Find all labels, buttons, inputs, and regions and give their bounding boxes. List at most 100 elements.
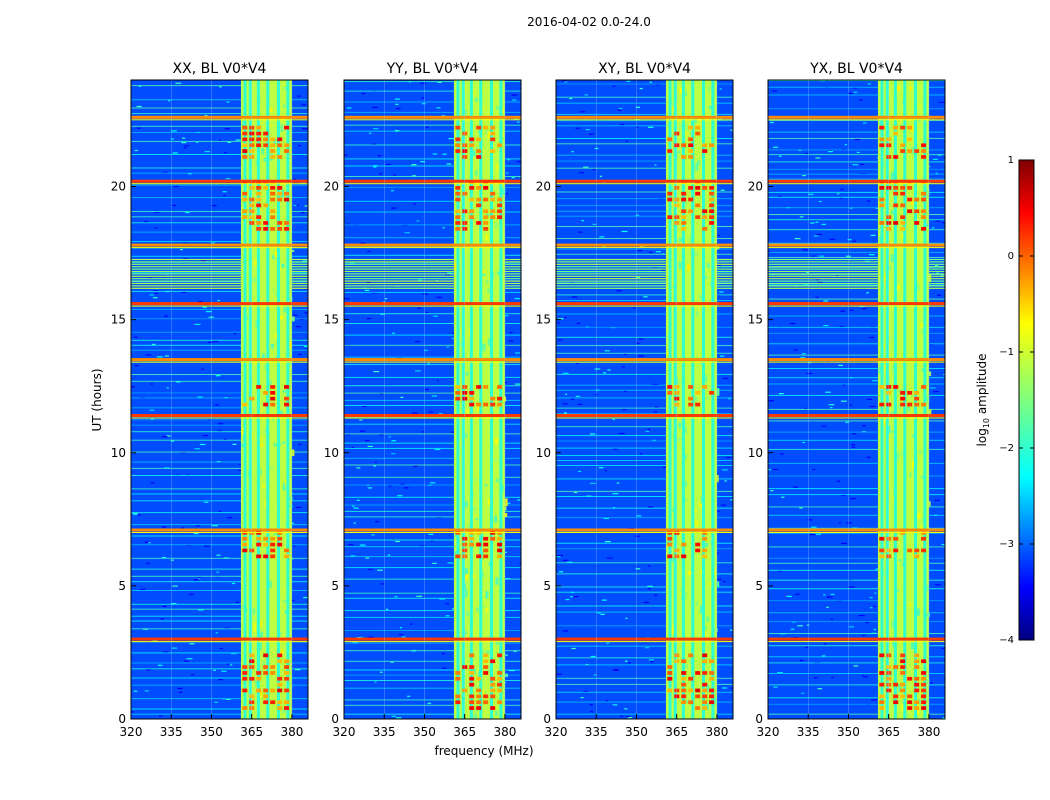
noise-speck bbox=[411, 164, 417, 166]
hot-cell bbox=[709, 676, 715, 681]
noise-speck bbox=[377, 569, 383, 571]
noise-speck bbox=[430, 540, 433, 542]
band-texture bbox=[487, 131, 491, 139]
time-line bbox=[344, 674, 521, 676]
hot-cell bbox=[921, 659, 927, 664]
time-line bbox=[131, 535, 308, 537]
hot-cell bbox=[270, 665, 276, 669]
hot-cell bbox=[702, 209, 708, 214]
noise-speck bbox=[934, 499, 940, 501]
noise-speck bbox=[823, 300, 829, 302]
band-texture bbox=[454, 609, 458, 614]
noise-speck bbox=[721, 504, 726, 506]
hot-cell bbox=[455, 125, 461, 130]
noise-speck bbox=[207, 341, 214, 343]
noise-speck bbox=[431, 395, 437, 397]
noise-speck bbox=[635, 214, 640, 216]
hot-cell bbox=[681, 554, 687, 559]
band-texture bbox=[476, 607, 480, 612]
band-texture bbox=[488, 277, 492, 281]
noise-speck bbox=[442, 153, 447, 155]
noise-speck bbox=[410, 623, 413, 625]
time-line bbox=[344, 457, 521, 459]
hot-cell bbox=[497, 676, 503, 681]
band-texture bbox=[670, 202, 674, 206]
band-texture bbox=[920, 323, 924, 328]
band-texture bbox=[907, 407, 910, 412]
noise-speck bbox=[863, 676, 868, 678]
band-column bbox=[277, 80, 280, 719]
time-line bbox=[768, 562, 945, 564]
time-line bbox=[556, 238, 733, 239]
band-texture bbox=[474, 170, 478, 177]
colorbar-label: log10 amplitude bbox=[975, 354, 991, 447]
band-texture bbox=[472, 150, 476, 157]
band-texture bbox=[706, 263, 710, 268]
noise-speck bbox=[200, 260, 206, 262]
band-texture bbox=[274, 333, 277, 338]
noise-speck bbox=[778, 570, 782, 572]
noise-speck bbox=[819, 200, 822, 203]
noise-speck bbox=[441, 115, 446, 117]
noise-speck bbox=[867, 83, 871, 85]
panel-title: XX, BL V0*V4 bbox=[173, 61, 267, 77]
hot-cell bbox=[483, 125, 489, 130]
noise-speck bbox=[149, 409, 155, 411]
noise-speck bbox=[374, 521, 380, 523]
hot-cell bbox=[914, 700, 920, 705]
hot-cell bbox=[263, 391, 269, 395]
time-line bbox=[768, 621, 945, 623]
band-texture bbox=[463, 110, 467, 115]
hot-cell bbox=[688, 186, 694, 190]
noise-speck bbox=[198, 578, 201, 580]
time-line bbox=[344, 433, 521, 435]
hot-cell bbox=[702, 700, 708, 705]
hot-cell bbox=[914, 402, 920, 407]
time-line bbox=[131, 677, 308, 679]
hot-cell bbox=[455, 396, 461, 401]
noise-speck bbox=[716, 578, 722, 580]
noise-speck bbox=[662, 269, 666, 271]
band-texture bbox=[465, 574, 469, 580]
hot-cell bbox=[702, 186, 708, 190]
time-line bbox=[556, 625, 733, 627]
band-texture bbox=[686, 614, 690, 622]
noise-speck bbox=[619, 715, 624, 717]
time-line bbox=[344, 323, 521, 324]
noise-speck bbox=[844, 144, 847, 146]
hot-cell bbox=[667, 554, 673, 559]
noise-speck bbox=[215, 375, 221, 377]
time-line bbox=[344, 392, 521, 394]
time-line bbox=[768, 207, 945, 209]
hot-cell bbox=[688, 149, 694, 153]
hot-cell bbox=[921, 385, 927, 389]
noise-speck bbox=[153, 290, 159, 292]
dense-rfi-line bbox=[344, 261, 521, 263]
noise-speck bbox=[502, 315, 509, 317]
hot-cell bbox=[263, 221, 269, 225]
hot-cell bbox=[688, 197, 694, 202]
noise-speck bbox=[866, 456, 871, 458]
noise-speck bbox=[300, 318, 304, 320]
hot-cell bbox=[256, 221, 262, 225]
noise-speck bbox=[395, 717, 402, 719]
noise-speck bbox=[172, 204, 177, 206]
hot-cell bbox=[709, 671, 715, 675]
hot-cell bbox=[270, 548, 276, 553]
hot-cell bbox=[921, 676, 927, 681]
noise-speck bbox=[858, 615, 865, 617]
time-line bbox=[768, 119, 945, 121]
noise-speck bbox=[352, 505, 355, 507]
band-texture bbox=[283, 600, 287, 603]
y-tick-label: 10 bbox=[111, 446, 126, 460]
noise-speck bbox=[719, 355, 725, 357]
hot-cell bbox=[709, 694, 715, 699]
band-texture bbox=[678, 124, 682, 129]
hot-cell bbox=[702, 536, 708, 541]
noise-speck bbox=[430, 482, 436, 484]
hot-cell bbox=[497, 688, 503, 693]
band-texture bbox=[291, 316, 295, 322]
time-line bbox=[131, 216, 308, 218]
hot-cell bbox=[263, 542, 269, 547]
noise-speck bbox=[873, 606, 877, 608]
